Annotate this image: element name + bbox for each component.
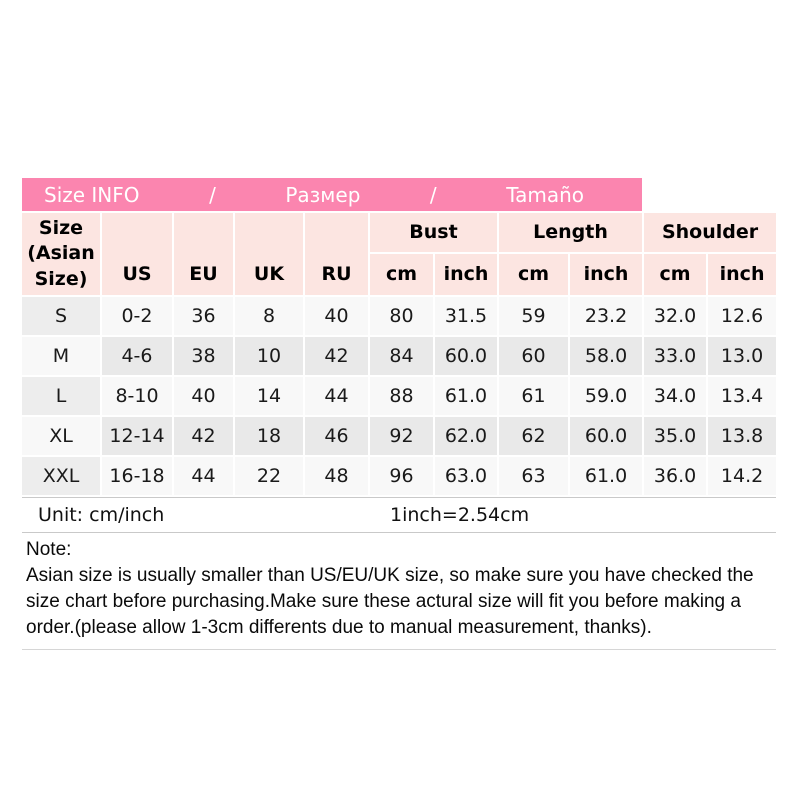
conversion-label: 1inch=2.54cm: [390, 504, 530, 526]
table-cell: 61: [499, 377, 568, 415]
col-header-ru: RU: [305, 213, 368, 295]
table-cell: 32.0: [644, 297, 707, 335]
table-cell: 42: [305, 337, 368, 375]
table-cell: 16-18: [102, 457, 172, 495]
table-cell: 96: [370, 457, 433, 495]
table-cell: 61.0: [435, 377, 497, 415]
table-cell: 8-10: [102, 377, 172, 415]
table-cell: 12-14: [102, 417, 172, 455]
table-cell: 40: [174, 377, 233, 415]
table-cell: 8: [235, 297, 303, 335]
unit-cell: Unit: cm/inch 1inch=2.54cm: [22, 497, 777, 533]
title-slash-2: /: [429, 182, 437, 207]
table-title-row: Size INFO / Размер / Tamaño: [22, 178, 777, 211]
table-cell: 63: [499, 457, 568, 495]
table-cell: 35.0: [644, 417, 707, 455]
unit-label: Unit: cm/inch: [38, 504, 165, 526]
note-section: Note: Asian size is usually smaller than…: [22, 535, 777, 650]
table-row-s: S 0-2 36 8 40 80 31.5 59 23.2 32.0 12.6: [22, 297, 777, 335]
table-cell: XL: [22, 417, 100, 455]
title-razmer: Размер: [285, 182, 361, 207]
col-header-size-line3: Size): [34, 267, 88, 290]
unit-row: Unit: cm/inch 1inch=2.54cm: [22, 497, 777, 533]
table-cell: 60.0: [435, 337, 497, 375]
note-row: Note: Asian size is usually smaller than…: [22, 535, 777, 650]
table-cell: 60.0: [570, 417, 643, 455]
table-cell: 62: [499, 417, 568, 455]
table-cell: 13.8: [708, 417, 777, 455]
col-header-us: US: [102, 213, 172, 295]
table-header-row-units: cm inch cm inch cm inch: [22, 253, 777, 295]
col-header-size-line2: (Asian: [27, 242, 95, 265]
table-cell: 88: [370, 377, 433, 415]
title-blank-cell: [644, 178, 777, 211]
table-cell: 60: [499, 337, 568, 375]
table-cell: 33.0: [644, 337, 707, 375]
title-tamano: Tamaño: [506, 182, 585, 207]
table-cell: 18: [235, 417, 303, 455]
table-cell: 36.0: [644, 457, 707, 495]
col-header-uk: UK: [235, 213, 303, 295]
size-chart-table: Size INFO / Размер / Tamaño Size (Asian …: [20, 176, 778, 652]
table-row-xl: XL 12-14 42 18 46 92 62.0 62 60.0 35.0 1…: [22, 417, 777, 455]
table-cell: M: [22, 337, 100, 375]
table-row-l: L 8-10 40 14 44 88 61.0 61 59.0 34.0 13.…: [22, 377, 777, 415]
table-cell: 4-6: [102, 337, 172, 375]
table-cell: 12.6: [708, 297, 777, 335]
table-cell: 58.0: [570, 337, 643, 375]
table-cell: 38: [174, 337, 233, 375]
table-cell: 46: [305, 417, 368, 455]
title-slash-1: /: [209, 182, 216, 207]
col-header-shoulder-inch: inch: [708, 253, 777, 295]
col-header-bust: Bust: [370, 213, 497, 252]
table-title-bar: Size INFO / Размер / Tamaño: [22, 178, 643, 211]
table-cell: 36: [174, 297, 233, 335]
table-cell: S: [22, 297, 100, 335]
table-cell: 62.0: [435, 417, 497, 455]
col-header-size-line1: Size: [38, 216, 84, 239]
table-cell: 42: [174, 417, 233, 455]
note-label: Note:: [26, 539, 72, 560]
title-size-info: Size INFO: [44, 182, 140, 207]
table-row-m: M 4-6 38 10 42 84 60.0 60 58.0 33.0 13.0: [22, 337, 777, 375]
col-header-eu: EU: [174, 213, 233, 295]
table-cell: 10: [235, 337, 303, 375]
col-header-length-inch: inch: [570, 253, 643, 295]
table-cell: 14: [235, 377, 303, 415]
table-cell: 63.0: [435, 457, 497, 495]
table-cell: 31.5: [435, 297, 497, 335]
table-row-xxl: XXL 16-18 44 22 48 96 63.0 63 61.0 36.0 …: [22, 457, 777, 495]
col-header-bust-cm: cm: [370, 253, 433, 295]
table-cell: 40: [305, 297, 368, 335]
col-header-shoulder: Shoulder: [644, 213, 777, 252]
table-cell: 61.0: [570, 457, 643, 495]
table-cell: 23.2: [570, 297, 643, 335]
col-header-size: Size (Asian Size): [22, 213, 100, 295]
table-cell: 22: [235, 457, 303, 495]
table-cell: 59: [499, 297, 568, 335]
table-cell: 84: [370, 337, 433, 375]
table-cell: 59.0: [570, 377, 643, 415]
table-cell: 44: [174, 457, 233, 495]
table-cell: 34.0: [644, 377, 707, 415]
table-header-row-groups: Size (Asian Size) US EU UK RU Bust Lengt…: [22, 213, 777, 295]
table-cell: XXL: [22, 457, 100, 495]
table-cell: 44: [305, 377, 368, 415]
col-header-shoulder-cm: cm: [644, 253, 707, 295]
table-cell: 92: [370, 417, 433, 455]
col-header-length: Length: [499, 213, 643, 252]
table-cell: 14.2: [708, 457, 777, 495]
table-cell: 13.4: [708, 377, 777, 415]
table-cell: 0-2: [102, 297, 172, 335]
table-cell: 48: [305, 457, 368, 495]
note-body: Asian size is usually smaller than US/EU…: [26, 565, 754, 638]
table-cell: 13.0: [708, 337, 777, 375]
table-cell: L: [22, 377, 100, 415]
col-header-bust-inch: inch: [435, 253, 497, 295]
col-header-length-cm: cm: [499, 253, 568, 295]
table-cell: 80: [370, 297, 433, 335]
